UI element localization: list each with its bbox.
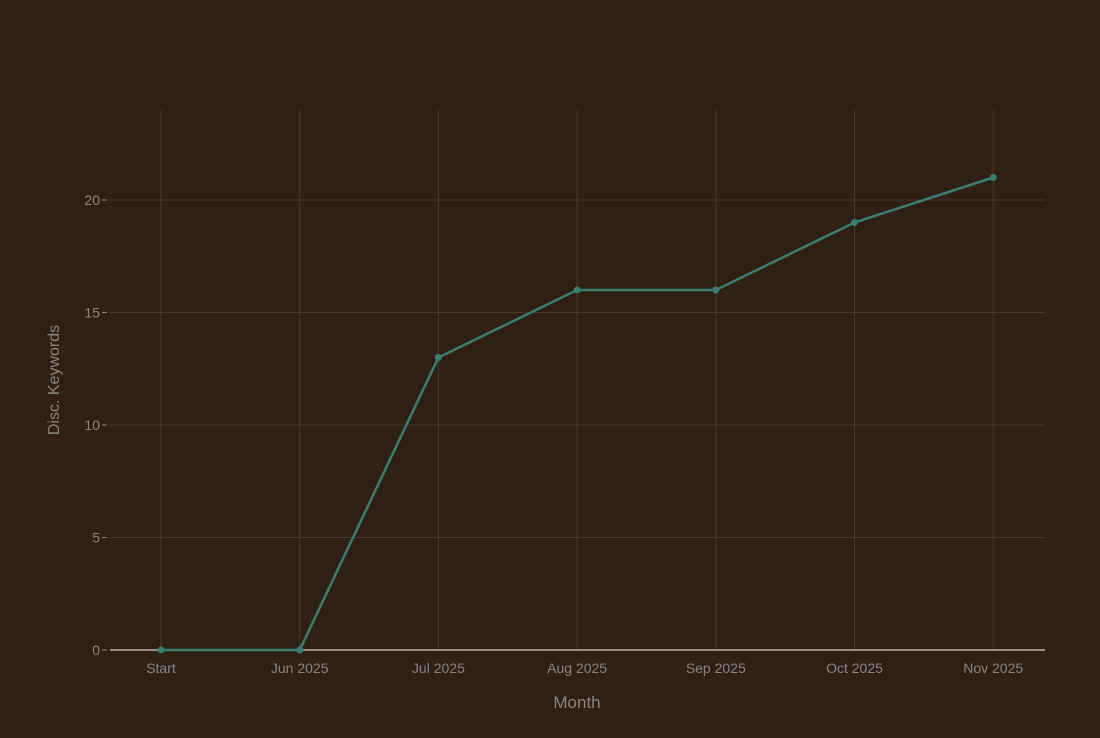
x-tick-label: Oct 2025 xyxy=(826,660,883,676)
x-tick-label: Start xyxy=(146,660,176,676)
x-tick-label: Aug 2025 xyxy=(547,660,607,676)
x-tick-label: Jun 2025 xyxy=(271,660,329,676)
x-tick-label: Nov 2025 xyxy=(963,660,1023,676)
x-axis: Start Jun 2025 Jul 2025 Aug 2025 Sep 2025 Oct… xyxy=(146,660,1023,676)
x-axis-title: Month xyxy=(553,693,600,712)
grid xyxy=(110,110,1045,650)
y-axis: 0 5 10 15 20 xyxy=(84,192,107,658)
data-point xyxy=(157,646,165,654)
data-point xyxy=(573,286,581,294)
data-point xyxy=(851,219,858,226)
y-tick-label: 15 xyxy=(84,305,100,321)
y-tick-label: 5 xyxy=(92,530,100,546)
y-tick-label: 20 xyxy=(84,192,100,208)
data-points xyxy=(157,174,997,654)
data-point xyxy=(989,174,997,181)
y-tick-label: 10 xyxy=(84,417,100,433)
data-point xyxy=(712,286,720,294)
x-tick-label: Sep 2025 xyxy=(686,660,746,676)
data-point xyxy=(296,646,304,654)
y-tick-label: 0 xyxy=(92,642,100,658)
data-point xyxy=(434,354,442,361)
x-tick-label: Jul 2025 xyxy=(412,660,465,676)
y-axis-title: Disc. Keywords xyxy=(46,325,63,435)
